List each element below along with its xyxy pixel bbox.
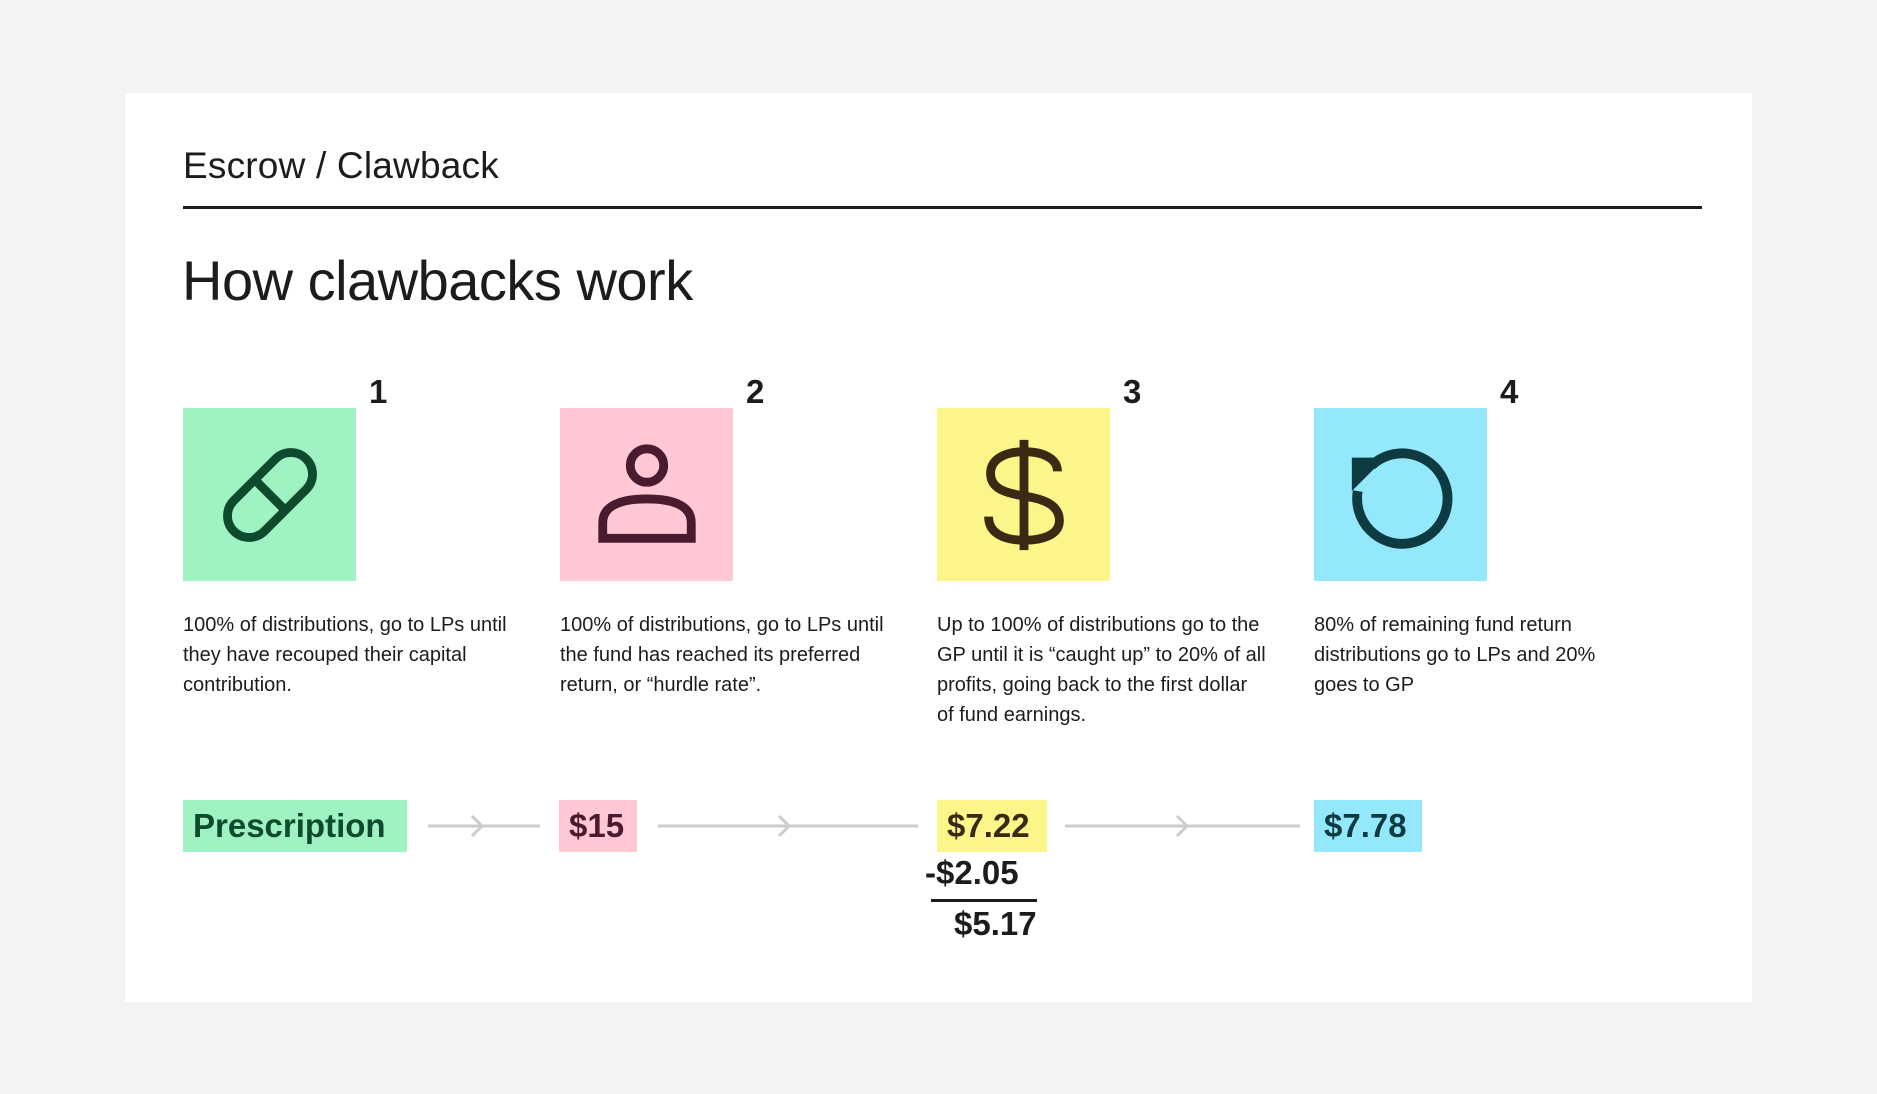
header-divider (183, 206, 1702, 209)
breadcrumb: Escrow / Clawback (183, 145, 499, 186)
step-number: 4 (1500, 373, 1519, 410)
value-4-pill: $7.78 (1314, 800, 1422, 852)
start-label-pill: Prescription (183, 800, 407, 852)
step-2-tile (560, 408, 733, 581)
value-3-pill: $7.22 (937, 800, 1047, 852)
result-value: $5.17 (954, 905, 1037, 942)
person-icon (597, 443, 696, 543)
arrow-icon (428, 814, 540, 838)
step-number: 3 (1123, 373, 1142, 410)
sum-rule (931, 899, 1037, 902)
step-number: 2 (746, 373, 765, 410)
step-number: 1 (369, 373, 388, 410)
step-4-tile (1314, 408, 1487, 581)
arrow-icon (658, 814, 918, 838)
dollar-icon (983, 439, 1064, 550)
pill-icon (222, 447, 317, 542)
refresh-icon (1351, 447, 1452, 549)
value-2-pill: $15 (559, 800, 637, 852)
step-1-tile (183, 408, 356, 581)
step-description: 80% of remaining fund return distributio… (1314, 614, 1596, 696)
page-title: How clawbacks work (182, 249, 693, 312)
content-card: Escrow / Clawback How clawbacks work 1 1… (125, 93, 1752, 1002)
step-description: 100% of distributions, go to LPs until t… (183, 614, 507, 696)
step-description: Up to 100% of distributions go to the GP… (937, 614, 1266, 726)
deduction-value: -$2.05 (925, 854, 1019, 891)
step-description: 100% of distributions, go to LPs until t… (560, 614, 884, 696)
step-3-tile (937, 408, 1110, 581)
arrow-icon (1065, 814, 1300, 838)
